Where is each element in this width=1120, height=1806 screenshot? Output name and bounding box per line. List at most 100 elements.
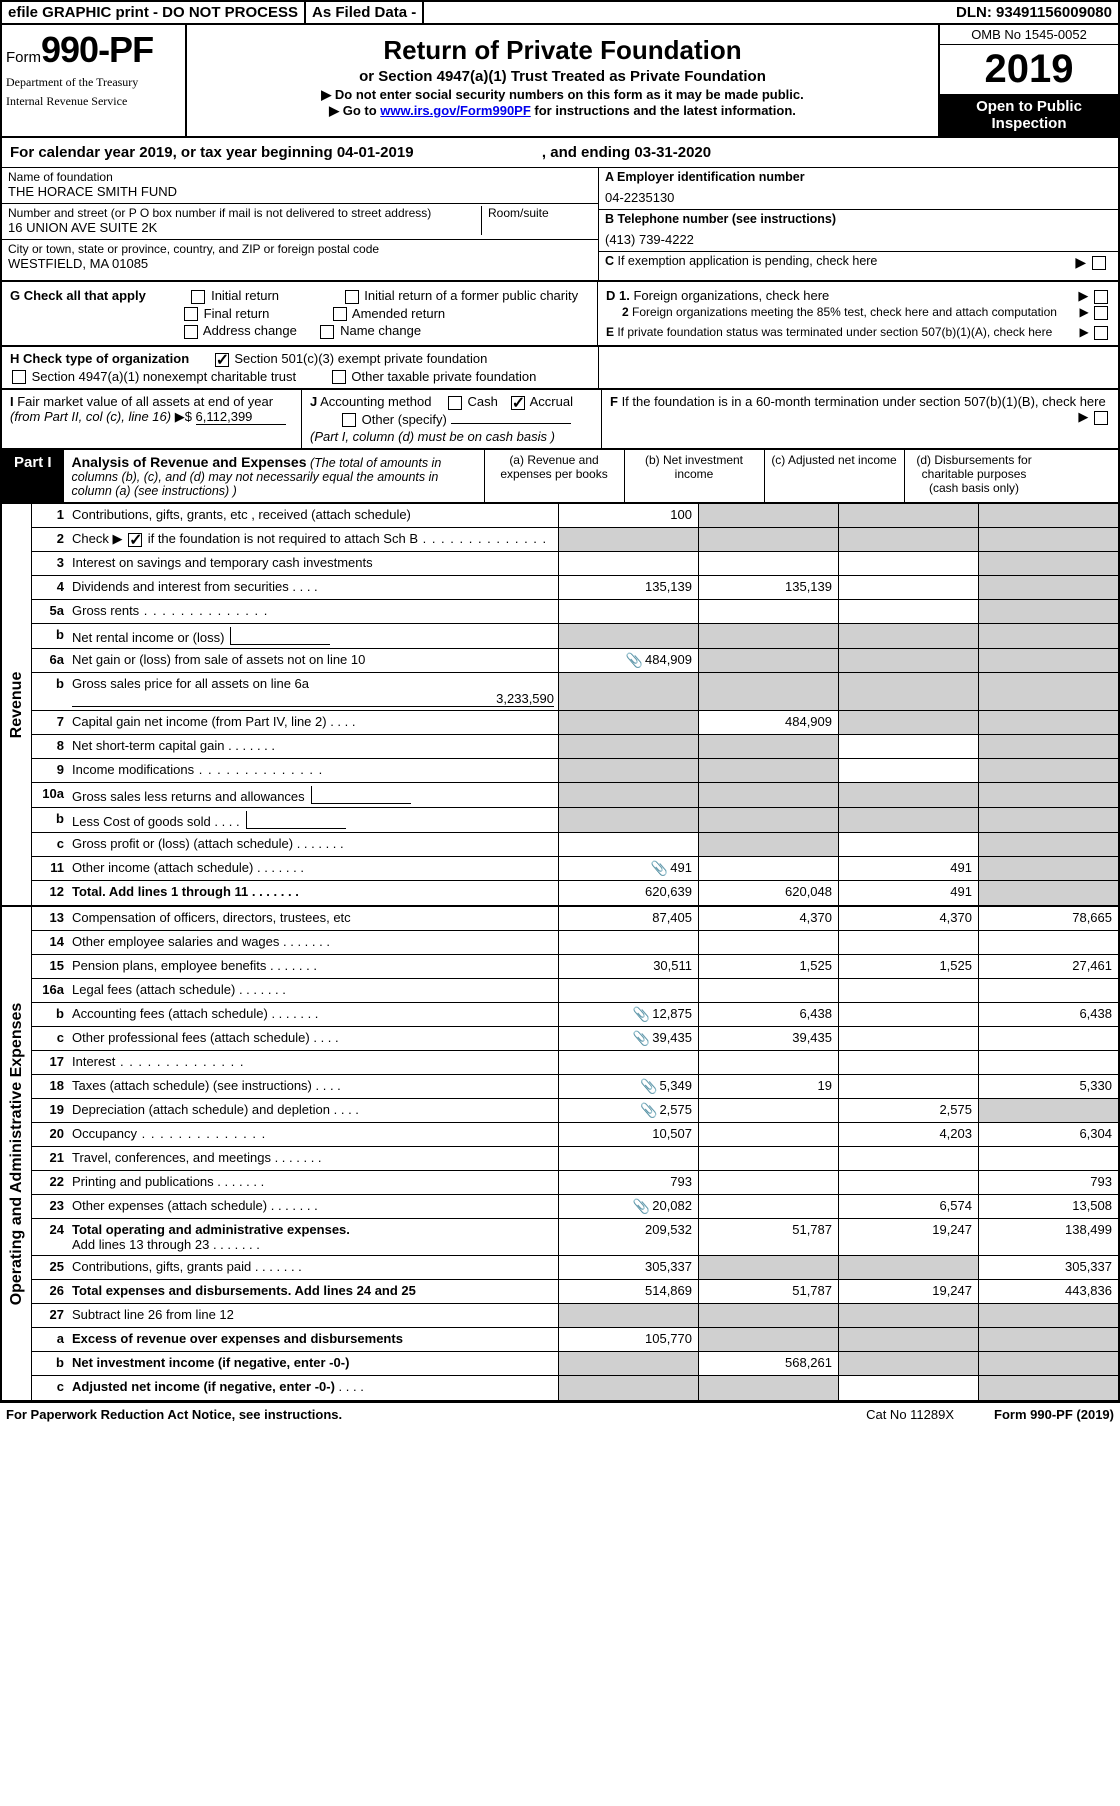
cell-c [838, 1051, 978, 1074]
row-desc: Gross sales price for all assets on line… [70, 673, 558, 710]
cell-d [978, 504, 1118, 527]
cell-d [978, 931, 1118, 954]
cell-d [978, 833, 1118, 856]
chk-e[interactable] [1094, 326, 1108, 340]
chk-d2[interactable] [1094, 306, 1108, 320]
row-desc: Contributions, gifts, grants, etc , rece… [70, 504, 558, 527]
row-desc: Gross profit or (loss) (attach schedule) [70, 833, 558, 856]
cell-a: 305,337 [558, 1256, 698, 1279]
attachment-icon[interactable]: 📎 [626, 652, 643, 669]
attachment-icon[interactable]: 📎 [640, 1102, 657, 1119]
row-num: b [32, 624, 70, 648]
cell-a: 📎484,909 [558, 649, 698, 672]
chk-initial-former[interactable] [345, 290, 359, 304]
phone-label: B Telephone number (see instructions) [605, 212, 1112, 226]
cell-c [838, 600, 978, 623]
row-desc: Interest [70, 1051, 558, 1074]
part1-header: Part I Analysis of Revenue and Expenses … [0, 450, 1120, 504]
calyear-end: 03-31-2020 [634, 144, 711, 161]
cell-d [978, 1099, 1118, 1122]
attachment-icon[interactable]: 📎 [633, 1030, 650, 1047]
cell-c [838, 528, 978, 551]
cell-c [838, 1328, 978, 1351]
chk-schb[interactable] [128, 533, 142, 547]
chk-name-change[interactable] [320, 325, 334, 339]
cell-d [978, 711, 1118, 734]
cell-c: 1,525 [838, 955, 978, 978]
attachment-icon[interactable]: 📎 [633, 1006, 650, 1023]
cell-d [978, 1328, 1118, 1351]
dln: DLN: 93491156009080 [950, 2, 1118, 23]
chk-other-tax[interactable] [332, 370, 346, 384]
cell-d [978, 1376, 1118, 1400]
instr-post: for instructions and the latest informat… [531, 103, 796, 118]
row-desc: Occupancy [70, 1123, 558, 1146]
cell-b [698, 1195, 838, 1218]
chk-final[interactable] [184, 307, 198, 321]
irs-link[interactable]: www.irs.gov/Form990PF [380, 103, 531, 118]
chk-amended[interactable] [333, 307, 347, 321]
room-label: Room/suite [488, 206, 592, 220]
chk-initial[interactable] [191, 290, 205, 304]
cell-b [698, 808, 838, 832]
row-num: 23 [32, 1195, 70, 1218]
expenses-table: Operating and Administrative Expenses 13… [0, 907, 1120, 1402]
row-num: 25 [32, 1256, 70, 1279]
attachment-icon[interactable]: 📎 [633, 1198, 650, 1215]
revenue-side-label: Revenue [2, 504, 32, 905]
cell-b: 568,261 [698, 1352, 838, 1375]
cell-d [978, 881, 1118, 905]
cell-c [838, 673, 978, 710]
cell-a [558, 808, 698, 832]
row-desc: Dividends and interest from securities [70, 576, 558, 599]
chk-addr-change[interactable] [184, 325, 198, 339]
cell-a [558, 528, 698, 551]
row-num: 20 [32, 1123, 70, 1146]
instr-link-line: ▶ Go to www.irs.gov/Form990PF for instru… [197, 103, 928, 119]
cell-a: 105,770 [558, 1328, 698, 1351]
cell-d [978, 1304, 1118, 1327]
cell-b [698, 649, 838, 672]
row-num: b [32, 1352, 70, 1375]
chk-accrual[interactable] [511, 396, 525, 410]
cell-a: 📎39,435 [558, 1027, 698, 1050]
chk-d1[interactable] [1094, 290, 1108, 304]
row-num: 2 [32, 528, 70, 551]
row-desc: Less Cost of goods sold [70, 808, 558, 832]
chk-j-other[interactable] [342, 413, 356, 427]
row-num: 26 [32, 1280, 70, 1303]
checkbox-c[interactable] [1092, 256, 1106, 270]
arrow-icon: ▶ [1075, 254, 1108, 271]
ein-label: A Employer identification number [605, 170, 1112, 184]
cell-c [838, 1304, 978, 1327]
chk-cash[interactable] [448, 396, 462, 410]
chk-f[interactable] [1094, 411, 1108, 425]
row-num: 27 [32, 1304, 70, 1327]
city-label: City or town, state or province, country… [8, 242, 592, 256]
attachment-icon[interactable]: 📎 [640, 1078, 657, 1095]
cell-d [978, 759, 1118, 782]
row-desc: Other income (attach schedule) [70, 857, 558, 880]
row-desc: Gross rents [70, 600, 558, 623]
cell-b [698, 1123, 838, 1146]
row-num: 5a [32, 600, 70, 623]
cell-c [838, 735, 978, 758]
cell-d [978, 857, 1118, 880]
chk-501c3[interactable] [215, 353, 229, 367]
cell-c: 491 [838, 857, 978, 880]
attachment-icon[interactable]: 📎 [651, 860, 668, 877]
expenses-side-label: Operating and Administrative Expenses [2, 907, 32, 1400]
cell-d [978, 673, 1118, 710]
cell-b [698, 979, 838, 1002]
open-inspection: Open to Public Inspection [940, 94, 1118, 136]
cell-c [838, 1075, 978, 1098]
cell-b [698, 624, 838, 648]
g-final: Final return [204, 306, 270, 321]
g-label: G Check all that apply [10, 288, 146, 303]
row-num: b [32, 673, 70, 710]
row-num: 16a [32, 979, 70, 1002]
row-num: b [32, 1003, 70, 1026]
dept-irs: Internal Revenue Service [6, 94, 181, 109]
chk-4947[interactable] [12, 370, 26, 384]
g-addr-change: Address change [203, 323, 297, 338]
